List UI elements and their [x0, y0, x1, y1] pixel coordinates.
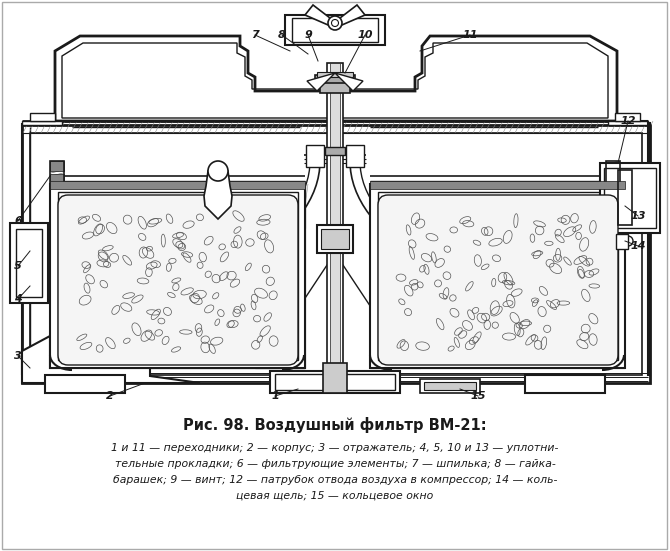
Bar: [320, 81, 350, 93]
Bar: [424, 382, 476, 390]
Bar: [317, 72, 353, 77]
FancyBboxPatch shape: [58, 195, 298, 365]
Bar: [325, 147, 345, 155]
Text: Рис. 98. Воздушный фильтр ВМ-21:: Рис. 98. Воздушный фильтр ВМ-21:: [183, 417, 487, 433]
Bar: [315, 75, 355, 83]
Bar: [321, 229, 349, 249]
Bar: [255, 184, 305, 368]
Bar: [330, 63, 340, 393]
Text: 5: 5: [14, 261, 22, 271]
Bar: [606, 161, 620, 184]
Bar: [270, 371, 400, 393]
Bar: [615, 113, 640, 121]
Text: 8: 8: [278, 30, 286, 40]
Bar: [420, 379, 480, 393]
Bar: [292, 18, 378, 42]
Bar: [370, 184, 625, 228]
Bar: [285, 15, 385, 45]
Text: 14: 14: [630, 241, 646, 251]
Text: тельные прокладки; 6 — фильтрующие элементы; 7 — шпилька; 8 — гайка-: тельные прокладки; 6 — фильтрующие элеме…: [115, 459, 555, 469]
Bar: [50, 161, 64, 184]
Bar: [58, 192, 298, 360]
Text: 15: 15: [470, 391, 486, 401]
Polygon shape: [305, 5, 335, 28]
Text: цевая щель; 15 — кольцевое окно: цевая щель; 15 — кольцевое окно: [237, 491, 433, 501]
Polygon shape: [22, 336, 200, 383]
Circle shape: [328, 16, 342, 30]
Bar: [616, 234, 628, 249]
Bar: [22, 125, 650, 383]
Bar: [306, 145, 324, 167]
Bar: [618, 170, 632, 225]
Bar: [317, 225, 353, 253]
Bar: [608, 121, 648, 125]
Polygon shape: [335, 5, 365, 28]
Text: 3: 3: [14, 351, 22, 361]
Bar: [604, 168, 656, 228]
Text: 1 и 11 — переходники; 2 — корпус; 3 — отражатель; 4, 5, 10 и 13 — уплотни-: 1 и 11 — переходники; 2 — корпус; 3 — от…: [111, 443, 559, 453]
Bar: [370, 184, 420, 368]
Text: 2: 2: [106, 391, 114, 401]
Bar: [600, 163, 660, 233]
Text: 9: 9: [304, 30, 312, 40]
Bar: [346, 145, 364, 167]
Bar: [525, 375, 605, 393]
Bar: [16, 229, 42, 297]
Text: 1: 1: [271, 391, 279, 401]
Bar: [10, 223, 48, 303]
Text: 4: 4: [14, 294, 22, 304]
Bar: [370, 181, 625, 189]
Bar: [30, 133, 642, 375]
Text: барашек; 9 — винт; 12 — патрубок отвода воздуха в компрессор; 14 — коль-: барашек; 9 — винт; 12 — патрубок отвода …: [113, 475, 557, 485]
Bar: [50, 184, 305, 368]
Polygon shape: [307, 73, 335, 91]
Bar: [323, 363, 347, 393]
Bar: [30, 113, 55, 121]
Bar: [50, 174, 64, 184]
Bar: [22, 121, 62, 125]
Circle shape: [208, 161, 228, 181]
Bar: [378, 192, 618, 360]
Bar: [50, 184, 305, 228]
Text: 6: 6: [14, 216, 22, 226]
Polygon shape: [335, 73, 363, 91]
Bar: [45, 375, 125, 393]
Bar: [275, 374, 395, 390]
Text: 11: 11: [462, 30, 478, 40]
Bar: [327, 63, 343, 393]
FancyBboxPatch shape: [378, 195, 618, 365]
Text: 13: 13: [630, 211, 646, 221]
Polygon shape: [55, 36, 617, 121]
Bar: [370, 184, 625, 368]
Bar: [50, 181, 305, 189]
Text: 12: 12: [620, 116, 636, 126]
Text: 7: 7: [251, 30, 259, 40]
Bar: [648, 123, 650, 375]
Bar: [50, 161, 64, 171]
Text: 10: 10: [357, 30, 373, 40]
Polygon shape: [204, 171, 232, 219]
